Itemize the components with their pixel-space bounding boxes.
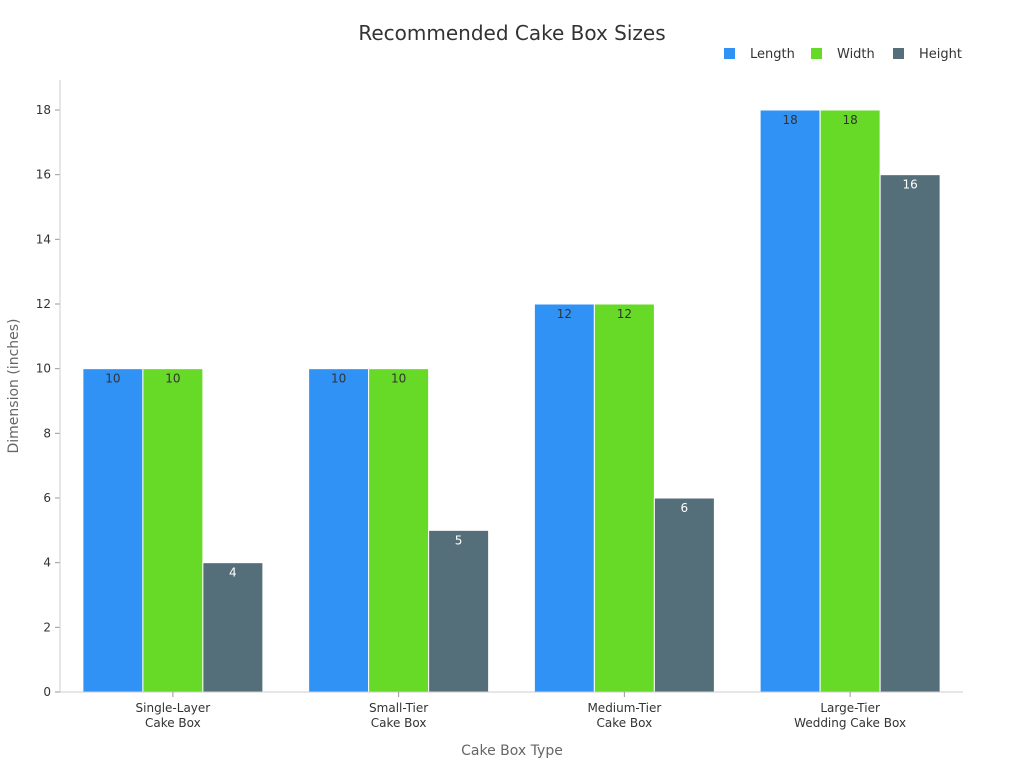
bar-value-label: 10 [391, 372, 406, 386]
y-tick-label: 14 [36, 232, 51, 246]
bar-height [653, 497, 715, 693]
y-tick-label: 2 [43, 620, 51, 634]
bar-width [142, 368, 204, 693]
bar-value-label: 18 [782, 113, 797, 127]
bar-labels: 10 10 4 10 10 5 12 12 6 18 18 16 [105, 113, 918, 580]
x-tick-label-line: Cake Box [371, 716, 427, 730]
bar-length [759, 109, 821, 693]
y-axis-title: Dimension (inches) [6, 318, 22, 453]
y-tick-label: 16 [36, 168, 51, 182]
y-tick-label: 12 [36, 297, 51, 311]
x-tick-label-line: Single-Layer [136, 701, 211, 715]
legend-swatch-width [811, 48, 822, 59]
bar-width [368, 368, 430, 693]
bar-value-label: 16 [902, 178, 917, 192]
bar-value-label: 10 [105, 372, 120, 386]
x-tick-label: Large-Tier Wedding Cake Box [794, 701, 906, 730]
y-tick-label: 6 [43, 491, 51, 505]
legend-swatch-height [893, 48, 904, 59]
x-tick-label-line: Medium-Tier [587, 701, 661, 715]
x-tick-label-line: Cake Box [145, 716, 201, 730]
bar-value-label: 12 [557, 307, 572, 321]
legend-label-width: Width [837, 47, 875, 62]
bar-value-label: 10 [165, 372, 180, 386]
chart-title: Recommended Cake Box Sizes [358, 21, 665, 45]
y-tick-label: 10 [36, 362, 51, 376]
y-tick-label: 4 [43, 556, 51, 570]
bar-length [308, 368, 370, 693]
y-tick-label: 18 [36, 103, 51, 117]
bar-height [428, 529, 490, 693]
bars [82, 109, 941, 693]
bar-height [202, 562, 264, 693]
x-tick-label-line: Large-Tier [820, 701, 880, 715]
bar-height [879, 174, 941, 693]
bar-length [533, 303, 595, 693]
y-axis-ticks: 0 2 4 6 8 10 12 14 16 18 [36, 103, 60, 699]
y-tick-label: 0 [43, 685, 51, 699]
x-tick-label: Small-Tier Cake Box [369, 701, 428, 730]
bar-value-label: 12 [617, 307, 632, 321]
y-tick-label: 8 [43, 426, 51, 440]
x-tick-label-line: Wedding Cake Box [794, 716, 906, 730]
bar-value-label: 4 [229, 566, 237, 580]
legend: Length Width Height [724, 47, 962, 62]
bar-width [819, 109, 881, 693]
bar-value-label: 10 [331, 372, 346, 386]
bar-value-label: 18 [842, 113, 857, 127]
x-tick-label: Single-Layer Cake Box [136, 701, 211, 730]
x-tick-label-line: Cake Box [596, 716, 652, 730]
legend-label-length: Length [750, 47, 795, 62]
bar-length [82, 368, 144, 693]
bar-value-label: 5 [455, 533, 463, 547]
bar-width [593, 303, 655, 693]
x-tick-label: Medium-Tier Cake Box [587, 701, 661, 730]
x-tick-label-line: Small-Tier [369, 701, 428, 715]
legend-swatch-length [724, 48, 735, 59]
legend-label-height: Height [919, 47, 962, 62]
bar-value-label: 6 [681, 501, 689, 515]
x-axis-title: Cake Box Type [461, 743, 563, 759]
